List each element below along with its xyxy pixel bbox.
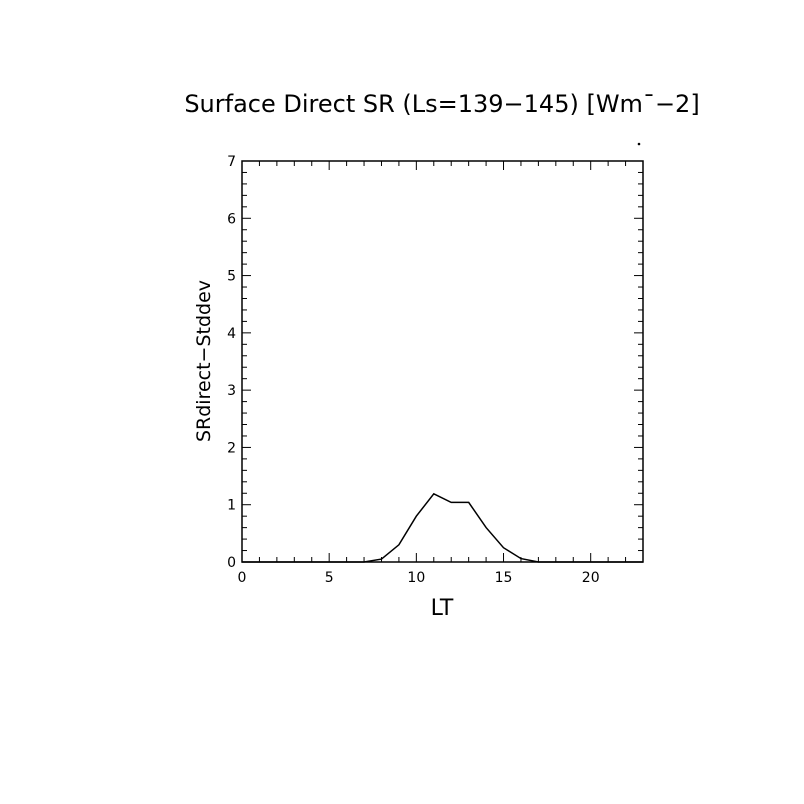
y-tick-label: 2	[227, 440, 236, 456]
x-tick-label: 10	[407, 570, 425, 586]
y-tick-label: 0	[227, 555, 236, 571]
y-tick-label: 3	[227, 383, 236, 399]
x-tick-label: 15	[495, 570, 513, 586]
x-tick-label: 5	[325, 570, 334, 586]
y-tick-label: 4	[227, 326, 236, 342]
corner-dot	[637, 142, 641, 146]
y-tick-label: 7	[227, 154, 236, 170]
y-tick-label: 1	[227, 498, 236, 514]
y-tick-label: 6	[227, 211, 236, 227]
chart-title: Surface Direct SR (Ls=139−145) [Wm¯−2]	[184, 90, 699, 118]
axis-ticks	[241, 160, 644, 563]
series-line	[242, 492, 643, 563]
y-tick-label: 5	[227, 269, 236, 285]
x-axis-label: LT	[431, 596, 454, 621]
plot-frame	[241, 160, 644, 563]
y-axis-label: SRdirect−Stddev	[193, 280, 215, 442]
x-tick-label: 20	[582, 570, 600, 586]
x-tick-label: 0	[238, 570, 247, 586]
tick-labels: 0 5 10 15 20 0 1 2 3 4 5 6 7	[227, 154, 600, 586]
